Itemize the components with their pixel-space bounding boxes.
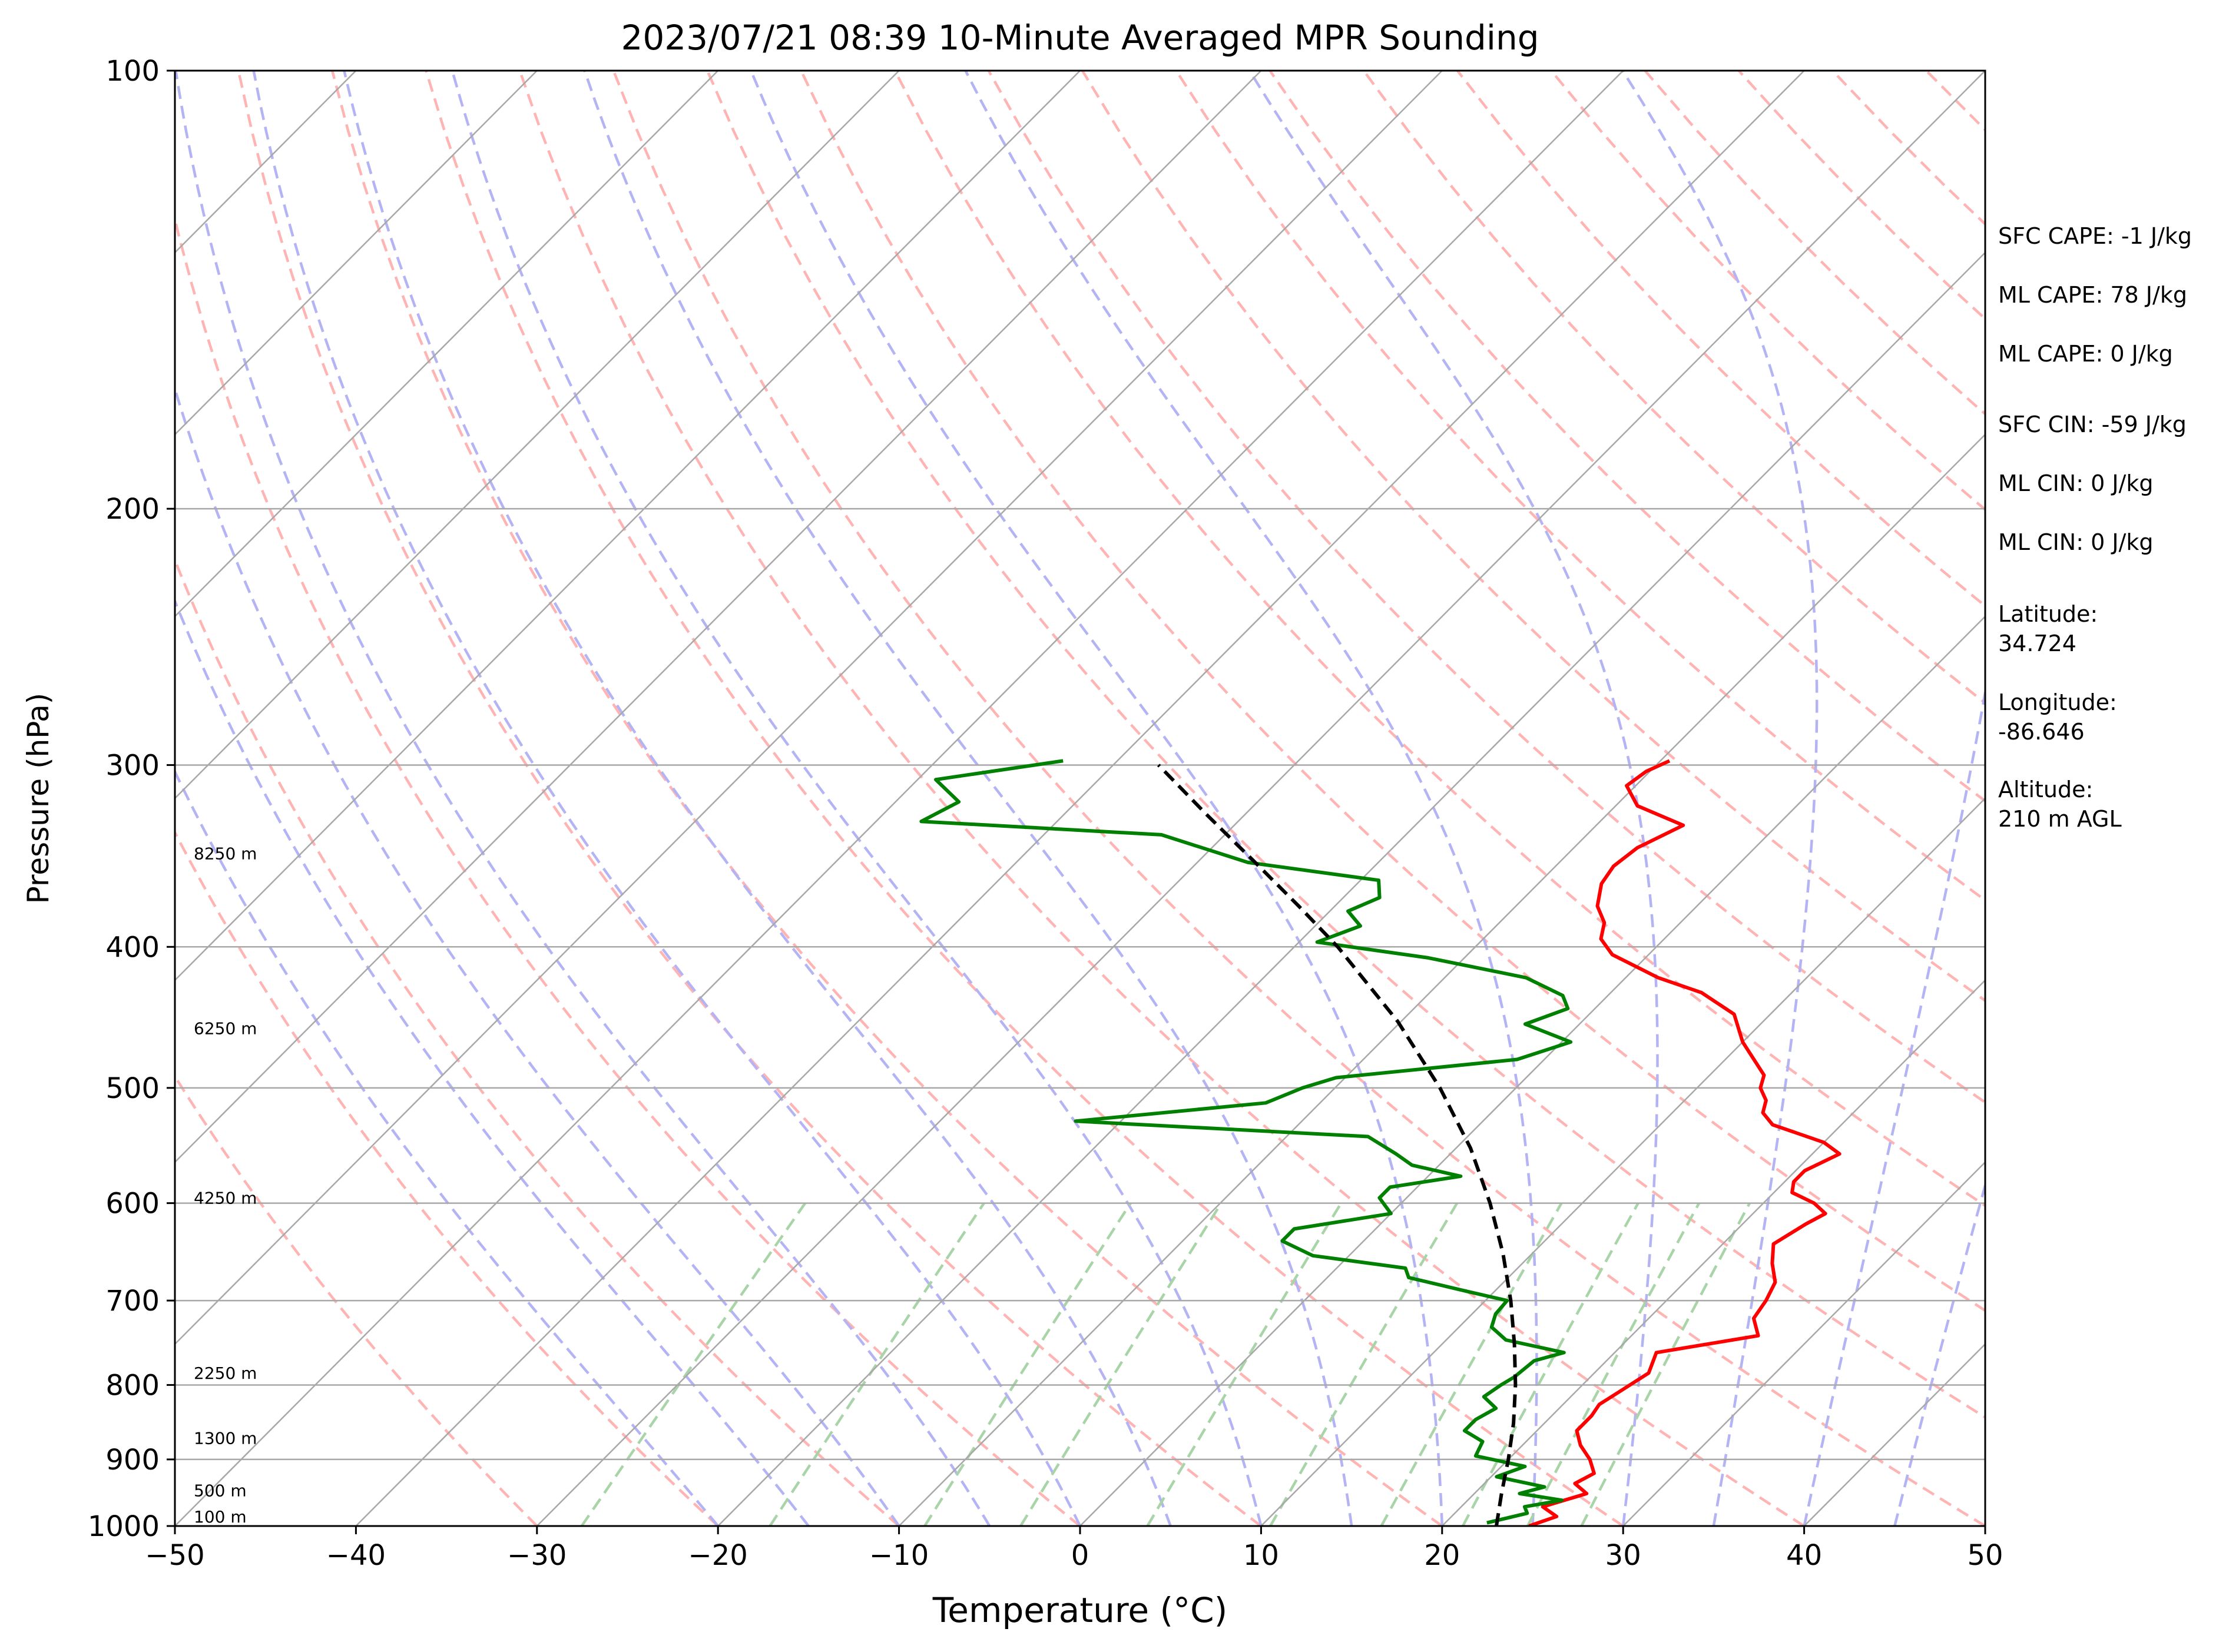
moist-adiabat bbox=[964, 71, 1538, 1526]
dry-adiabat bbox=[1081, 71, 1985, 1003]
mixing-ratio-line bbox=[1526, 1202, 1701, 1526]
dry-adiabat bbox=[175, 213, 1081, 1526]
moist-adiabat bbox=[583, 71, 1353, 1526]
info-annotation: ML CAPE: 0 J/kg bbox=[1998, 341, 2173, 367]
y-tick-label: 500 bbox=[105, 1072, 160, 1105]
isotherm bbox=[175, 71, 538, 436]
dry-adiabat bbox=[175, 556, 900, 1526]
isotherm bbox=[1441, 979, 1985, 1526]
y-tick-label: 400 bbox=[105, 931, 160, 964]
isotherm bbox=[175, 71, 719, 618]
moist-adiabat bbox=[1621, 71, 1819, 1526]
isotherm bbox=[898, 433, 1985, 1526]
x-tick-label: 0 bbox=[1071, 1539, 1089, 1572]
x-tick-label: −20 bbox=[688, 1539, 748, 1572]
isotherm bbox=[536, 71, 1985, 1526]
y-tick-label: 600 bbox=[105, 1187, 160, 1220]
y-axis: 1000 900 800 700 600 500 400 300 200 100 bbox=[88, 55, 175, 1543]
height-label: 100 m bbox=[194, 1507, 247, 1527]
dry-adiabat bbox=[612, 71, 1985, 1526]
x-axis: −50 −40 −30 −20 −10 0 10 20 30 40 50 bbox=[145, 1526, 2003, 1572]
info-annotation: Longitude: -86.646 bbox=[1998, 689, 2117, 745]
height-labels: 100 m 500 m 1300 m 2250 m 4250 m 6250 m 8250 m bbox=[194, 844, 257, 1526]
moist-adiabat bbox=[252, 71, 1082, 1526]
mixing-ratio-line bbox=[1580, 1202, 1751, 1526]
info-annotation: SFC CIN: -59 J/kg bbox=[1998, 412, 2187, 437]
x-tick-label: 40 bbox=[1786, 1539, 1822, 1572]
dry-adiabat bbox=[706, 71, 1985, 1419]
series-line-3 bbox=[1157, 764, 1518, 1526]
dry-adiabat bbox=[800, 71, 1985, 1312]
height-label: 8250 m bbox=[194, 844, 257, 863]
isotherm bbox=[1260, 797, 1985, 1526]
series-line-1 bbox=[1528, 759, 1841, 1526]
isotherm bbox=[175, 71, 900, 800]
y-tick-label: 700 bbox=[105, 1285, 160, 1318]
info-annotation: ML CIN: 0 J/kg bbox=[1998, 529, 2153, 555]
x-tick-label: −40 bbox=[326, 1539, 386, 1572]
isotherm bbox=[355, 71, 1805, 1526]
series-layer bbox=[919, 759, 1841, 1526]
y-tick-label: 300 bbox=[105, 749, 160, 782]
x-tick-label: 20 bbox=[1424, 1539, 1460, 1572]
isotherm bbox=[175, 71, 1443, 1345]
info-annotation: ML CIN: 0 J/kg bbox=[1998, 470, 2153, 496]
height-label: 1300 m bbox=[194, 1428, 257, 1448]
dry-adiabat bbox=[518, 71, 1805, 1526]
x-tick-label: −50 bbox=[145, 1539, 204, 1572]
x-tick-label: −10 bbox=[869, 1539, 929, 1572]
moist-adiabat bbox=[175, 71, 991, 1526]
info-annotation: Latitude: 34.724 bbox=[1998, 601, 2098, 656]
y-axis-label: Pressure (hPa) bbox=[21, 693, 55, 904]
x-tick-label: 30 bbox=[1605, 1539, 1641, 1572]
isotherm bbox=[175, 71, 1624, 1526]
background-lines bbox=[175, 71, 1985, 1526]
y-tick-label: 900 bbox=[105, 1444, 160, 1477]
dry-adiabat bbox=[175, 830, 719, 1526]
chart-title: 2023/07/21 08:39 10-Minute Averaged MPR … bbox=[621, 18, 1539, 58]
info-annotation: ML CAPE: 78 J/kg bbox=[1998, 282, 2187, 308]
isotherm bbox=[717, 251, 1985, 1526]
info-annotation: SFC CAPE: -1 J/kg bbox=[1998, 223, 2192, 249]
height-label: 6250 m bbox=[194, 1019, 257, 1039]
moist-adiabat bbox=[1248, 71, 1659, 1526]
y-tick-label: 1000 bbox=[88, 1510, 160, 1543]
x-tick-label: 50 bbox=[1967, 1539, 2003, 1572]
x-axis-label: Temperature (°C) bbox=[932, 1590, 1228, 1630]
series-line-2 bbox=[919, 759, 1573, 1525]
moist-adiabat bbox=[1893, 1180, 1985, 1526]
moist-adiabat bbox=[175, 598, 810, 1526]
x-tick-label: −30 bbox=[507, 1539, 567, 1572]
isotherm bbox=[1622, 1161, 1985, 1526]
moist-adiabat bbox=[343, 71, 1172, 1526]
y-tick-label: 100 bbox=[105, 55, 160, 88]
y-tick-label: 200 bbox=[105, 493, 160, 526]
height-label: 500 m bbox=[194, 1481, 247, 1500]
dry-adiabat bbox=[331, 71, 1443, 1526]
dry-adiabat bbox=[1268, 71, 1985, 803]
dry-adiabat bbox=[893, 71, 1985, 1208]
isotherm bbox=[175, 71, 1081, 981]
moist-adiabat bbox=[1803, 685, 1985, 1526]
isotherm bbox=[1079, 615, 1985, 1526]
moist-adiabat bbox=[175, 384, 900, 1526]
height-label: 4250 m bbox=[194, 1189, 257, 1208]
x-tick-label: 10 bbox=[1243, 1539, 1279, 1572]
y-tick-label: 800 bbox=[105, 1369, 160, 1402]
info-annotation: Altitude: 210 m AGL bbox=[1998, 777, 2122, 832]
moist-adiabat bbox=[175, 768, 719, 1526]
height-label: 2250 m bbox=[194, 1364, 257, 1383]
moist-adiabat bbox=[451, 71, 1263, 1526]
dry-adiabat bbox=[175, 1074, 538, 1526]
dry-adiabat bbox=[237, 71, 1262, 1526]
isotherm bbox=[175, 71, 1262, 1163]
sounding-info: SFC CAPE: -1 J/kg ML CAPE: 78 J/kg ML CAPE… bbox=[1998, 223, 2192, 832]
dry-adiabat bbox=[1175, 71, 1985, 902]
